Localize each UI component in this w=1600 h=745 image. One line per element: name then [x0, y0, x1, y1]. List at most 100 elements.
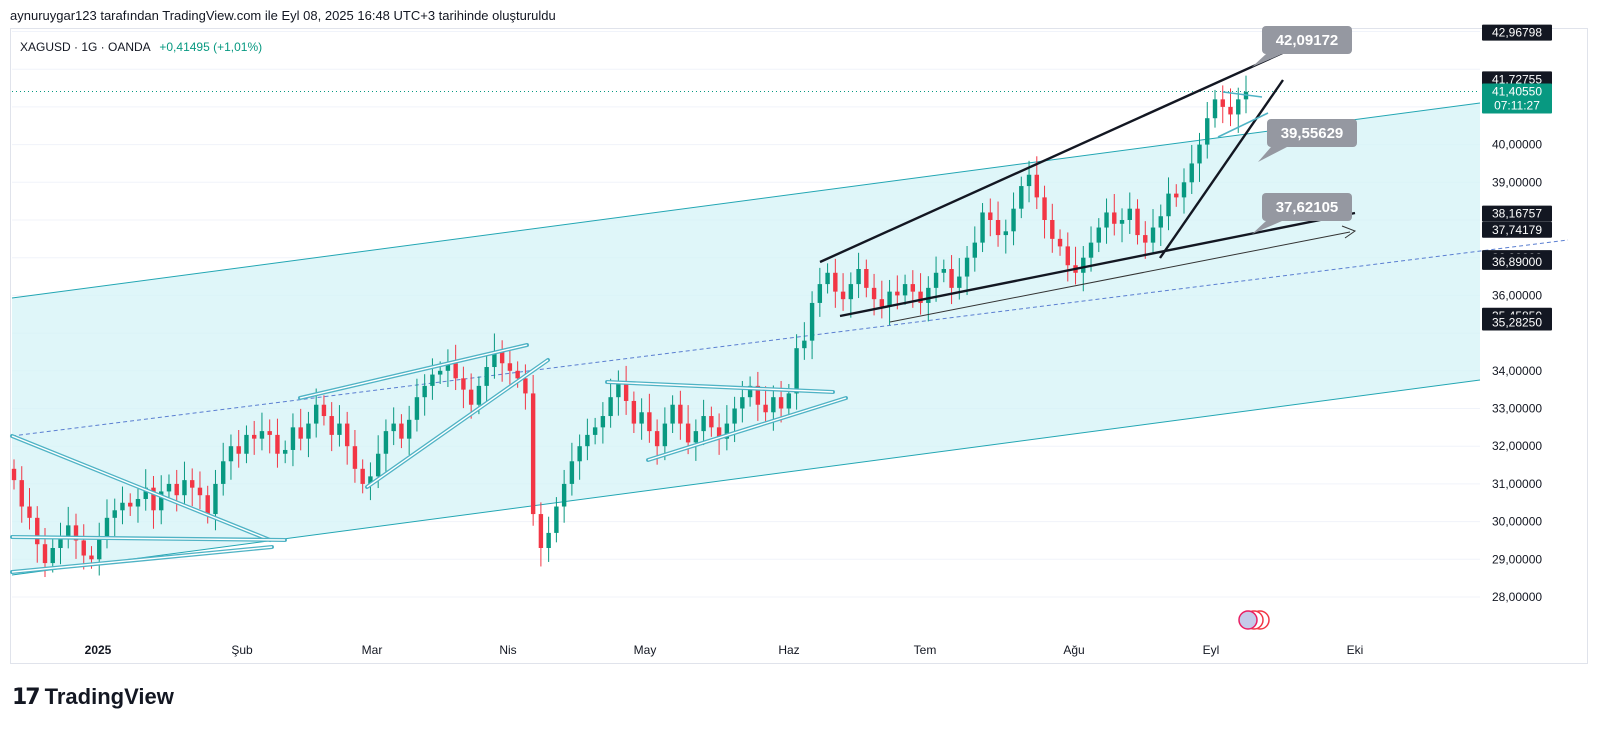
- trend-lower: [839, 211, 1356, 318]
- candle-body: [988, 212, 993, 220]
- candle-body: [1166, 193, 1171, 217]
- candle-body: [1181, 182, 1187, 198]
- price-tag-label: 41,72755: [1492, 72, 1542, 86]
- candle-body: [809, 302, 815, 341]
- price-tag: [1482, 24, 1552, 41]
- candle-body: [104, 517, 110, 537]
- candle-body: [639, 412, 644, 424]
- candle-body: [1065, 246, 1070, 266]
- y-axis-label: 40,00000: [1492, 138, 1542, 152]
- channel-lower-line: [11, 379, 1481, 576]
- candle-body: [802, 340, 807, 349]
- candle-body: [499, 351, 505, 364]
- candle-body: [840, 291, 846, 300]
- candle-body: [313, 404, 319, 424]
- candle-body: [27, 506, 32, 518]
- candle-body: [1212, 99, 1218, 119]
- candle-body: [89, 555, 94, 560]
- candle-body: [11, 468, 17, 481]
- candle-body: [437, 370, 443, 375]
- x-axis-label: Ağu: [1063, 643, 1084, 657]
- candle-body: [771, 397, 776, 413]
- candle-body: [468, 389, 474, 405]
- y-axis-label: 31,00000: [1492, 477, 1542, 491]
- candle-body: [887, 291, 892, 307]
- candle-body: [600, 416, 606, 428]
- candle-body: [1088, 242, 1094, 258]
- candle-body: [213, 483, 218, 515]
- candle-body: [678, 404, 683, 424]
- candle-body: [120, 502, 125, 511]
- candle-body: [73, 525, 79, 541]
- candle-body: [972, 242, 978, 258]
- y-axis-label: 32,00000: [1492, 439, 1542, 453]
- candle-body: [190, 480, 195, 488]
- price-tag-label: 41,40550: [1492, 84, 1542, 98]
- candle-body: [569, 461, 575, 484]
- tradingview-logo-icon: 17: [12, 684, 41, 710]
- wedge1-upper-inner: [299, 344, 528, 399]
- callout-pointer: [1252, 221, 1282, 234]
- candle-body: [1135, 208, 1140, 236]
- candle-body: [515, 370, 520, 379]
- candle-body: [879, 299, 885, 307]
- arrow-line: [889, 231, 1351, 323]
- candle-body: [616, 382, 621, 398]
- callout-box: [1262, 26, 1352, 54]
- callout-label: 42,09172: [1276, 32, 1339, 49]
- candle-body: [1050, 220, 1055, 239]
- candle-body: [151, 487, 156, 511]
- callout-label: 39,55629: [1281, 125, 1344, 142]
- candle-body: [414, 397, 420, 420]
- candle-body: [693, 431, 699, 443]
- candle-body: [112, 510, 117, 518]
- candle-body: [282, 449, 288, 454]
- flag-upper: [1222, 91, 1263, 98]
- tradingview-logo[interactable]: 17 TradingView: [12, 684, 174, 710]
- candle-body: [1174, 193, 1179, 198]
- y-axis-label: 36,00000: [1492, 288, 1542, 302]
- candle-body: [794, 348, 799, 394]
- candle-body: [608, 397, 613, 417]
- candle-body: [430, 374, 435, 386]
- price-tag: [1482, 221, 1552, 238]
- candle-body: [391, 423, 396, 432]
- candle-body: [1205, 118, 1210, 145]
- candle-body: [298, 427, 303, 439]
- price-tag-countdown: 07:11:27: [1494, 98, 1540, 112]
- chart-caption: aynuruygar123 tarafından TradingView.com…: [10, 8, 556, 23]
- candle-body: [523, 378, 528, 394]
- candle-body: [290, 427, 296, 450]
- triangle2-lower-inner: [647, 397, 847, 461]
- candle-body: [662, 423, 668, 447]
- candle-body: [97, 536, 102, 560]
- y-axis-label: 39,00000: [1492, 175, 1542, 189]
- callout-box: [1267, 119, 1357, 147]
- candle-body: [1034, 174, 1039, 198]
- x-axis-label: Eki: [1347, 643, 1364, 657]
- candle-body: [476, 385, 482, 405]
- candle-body: [35, 517, 40, 545]
- price-tag-label: 38,16757: [1492, 207, 1542, 221]
- candle-body: [902, 284, 908, 296]
- trend-steep: [1159, 79, 1284, 259]
- x-axis-label: 2025: [85, 643, 112, 657]
- candle-body: [337, 423, 342, 435]
- candle-body: [81, 540, 86, 556]
- channel-upper-line: [11, 102, 1481, 299]
- candle-body: [1150, 227, 1156, 243]
- candle-body: [360, 468, 365, 484]
- triangle2-upper-inner: [606, 381, 834, 393]
- y-axis-label: 28,00000: [1492, 590, 1542, 604]
- candle-body: [1026, 174, 1032, 187]
- candle-body: [732, 408, 737, 424]
- candle-body: [755, 385, 761, 405]
- y-axis-label: 33,00000: [1492, 402, 1542, 416]
- candle-body: [66, 525, 71, 537]
- candle-body: [1057, 238, 1063, 247]
- candle-body: [1003, 231, 1008, 236]
- y-axis-label: 29,00000: [1492, 552, 1542, 566]
- candle-body: [267, 431, 272, 435]
- price-tag: [1482, 83, 1552, 114]
